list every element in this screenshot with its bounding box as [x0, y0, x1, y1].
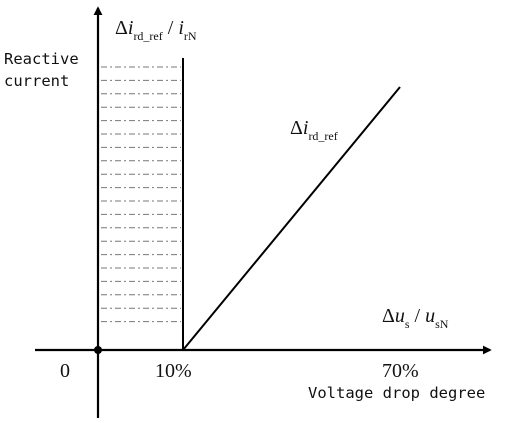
ramp-line-label: Δird_ref [290, 117, 338, 143]
y-axis-label: Δird_ref / irN [115, 17, 197, 43]
origin-dot [94, 346, 102, 354]
tick-label-70pct: 70% [382, 360, 419, 382]
hatched-region [101, 66, 181, 323]
tick-label-10pct: 10% [155, 360, 192, 382]
x-axis-label: Δus / usN [382, 305, 449, 331]
y-axis-caption-line1: Reactive [4, 50, 79, 68]
reference-ramp-line [182, 86, 401, 351]
x-axis-caption: Voltage drop degree [308, 384, 485, 402]
y-axis-caption-line2: current [4, 72, 69, 90]
origin-label: 0 [60, 360, 70, 382]
